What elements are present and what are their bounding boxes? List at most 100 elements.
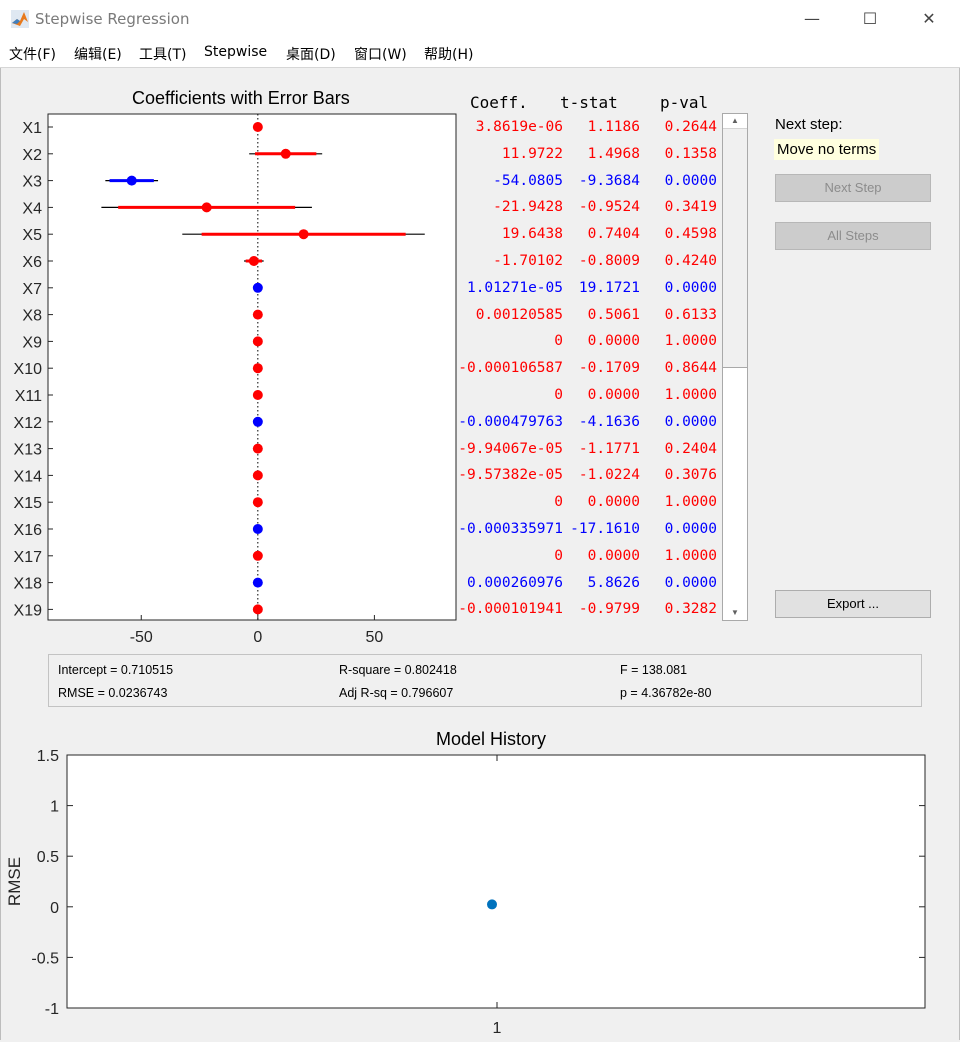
menu-window[interactable]: 窗口(W) <box>354 47 407 63</box>
menu-stepwise[interactable]: Stepwise <box>204 44 268 60</box>
coef-point <box>252 443 263 454</box>
scrollbar-thumb[interactable] <box>723 128 747 368</box>
cell-tstat[interactable]: 5.8626 <box>587 574 640 591</box>
stat-rsquare: R-square = 0.802418 <box>339 663 457 677</box>
cell-pval[interactable]: 0.2644 <box>664 119 717 135</box>
y-tick-label: X14 <box>14 468 43 485</box>
cell-coeff[interactable]: 0 <box>554 547 563 564</box>
cell-coeff[interactable]: -21.9428 <box>493 199 563 216</box>
coef-point <box>252 550 263 561</box>
cell-tstat[interactable]: 0.0000 <box>587 333 640 350</box>
coef-point <box>252 122 263 132</box>
y-tick-label: 1.5 <box>37 748 59 765</box>
cell-tstat[interactable]: 0.0000 <box>587 547 640 564</box>
menu-help[interactable]: 帮助(H) <box>424 47 474 63</box>
cell-tstat[interactable]: 1.4968 <box>587 145 640 162</box>
cell-coeff[interactable]: -0.000106587 <box>458 360 563 377</box>
cell-tstat[interactable]: -9.3684 <box>578 172 640 189</box>
cell-coeff[interactable]: -1.70102 <box>493 253 563 269</box>
menu-desktop[interactable]: 桌面(D) <box>286 47 336 63</box>
cell-coeff[interactable]: 0 <box>554 494 563 511</box>
cell-pval[interactable]: 0.0000 <box>664 413 717 430</box>
y-tick-label: X7 <box>22 281 42 298</box>
y-tick-label: 1 <box>50 799 59 816</box>
maximize-button[interactable]: ☐ <box>862 9 878 28</box>
cell-pval[interactable]: 1.0000 <box>664 333 717 350</box>
cell-coeff[interactable]: -54.0805 <box>493 172 563 189</box>
close-button[interactable]: ✕ <box>922 9 936 28</box>
coef-point <box>252 416 263 427</box>
cell-pval[interactable]: 0.4240 <box>664 253 717 269</box>
cell-pval[interactable]: 1.0000 <box>664 547 717 564</box>
table-scrollbar[interactable]: ▲ ▼ <box>722 113 748 621</box>
cell-pval[interactable]: 0.0000 <box>664 574 717 591</box>
cell-coeff[interactable]: 0.000260976 <box>466 574 563 591</box>
cell-pval[interactable]: 0.6133 <box>664 306 717 323</box>
cell-pval[interactable]: 0.4598 <box>664 226 717 243</box>
cell-tstat[interactable]: -0.9799 <box>578 601 640 618</box>
cell-coeff[interactable]: 11.9722 <box>501 145 563 162</box>
menu-tools[interactable]: 工具(T) <box>139 47 187 63</box>
coef-point <box>252 336 263 347</box>
cell-coeff[interactable]: 0 <box>554 387 563 403</box>
cell-tstat[interactable]: -4.1636 <box>578 413 640 430</box>
cell-pval[interactable]: 0.0000 <box>664 279 717 296</box>
cell-tstat[interactable]: -0.9524 <box>578 199 640 216</box>
cell-pval[interactable]: 1.0000 <box>664 387 717 403</box>
coef-point <box>252 497 263 508</box>
cell-tstat[interactable]: 0.0000 <box>587 494 640 511</box>
cell-tstat[interactable]: 1.1186 <box>587 119 640 135</box>
cell-pval[interactable]: 0.0000 <box>664 172 717 189</box>
cell-tstat[interactable]: 0.7404 <box>587 226 640 243</box>
cell-coeff[interactable]: 3.8619e-06 <box>475 119 563 135</box>
cell-pval[interactable]: 0.3076 <box>664 467 717 484</box>
cell-pval[interactable]: 1.0000 <box>664 494 717 511</box>
y-tick-label: X4 <box>22 200 42 217</box>
coef-point <box>201 202 212 213</box>
history-axes-box <box>66 754 926 1009</box>
coef-plot[interactable]: -50 0 50 X1 X2 X3 X4 X5 X6 X7 X8 X9 X10 X11 X12 X13 X14 X… <box>0 110 470 655</box>
stat-rmse: RMSE = 0.0236743 <box>58 686 168 700</box>
minimize-button[interactable]: — <box>804 9 820 28</box>
x-tick-label: 50 <box>366 629 384 646</box>
cell-tstat[interactable]: 0.0000 <box>587 387 640 403</box>
cell-coeff[interactable]: -0.000101941 <box>458 601 563 618</box>
cell-coeff[interactable]: 1.01271e-05 <box>466 279 563 296</box>
cell-coeff[interactable]: -0.000479763 <box>458 413 563 430</box>
menu-edit[interactable]: 编辑(E) <box>74 47 122 63</box>
y-tick-label: 0 <box>50 900 59 917</box>
header-pval: p-val <box>660 93 709 112</box>
cell-coeff[interactable]: -9.94067e-05 <box>458 440 563 457</box>
cell-coeff[interactable]: 19.6438 <box>501 226 563 243</box>
coef-point <box>126 175 137 186</box>
next-step-button[interactable]: Next Step <box>775 174 931 202</box>
cell-coeff[interactable]: -9.57382e-05 <box>458 467 563 484</box>
cell-tstat[interactable]: 0.5061 <box>587 306 640 323</box>
history-plot[interactable]: 1.5 1 0.5 0 -0.5 -1 1 RMSE <box>0 740 940 1040</box>
cell-coeff[interactable]: 0 <box>554 333 563 350</box>
cell-pval[interactable]: 0.3282 <box>664 601 717 618</box>
cell-coeff[interactable]: 0.00120585 <box>475 306 563 323</box>
cell-coeff[interactable]: -0.000335971 <box>458 521 563 537</box>
scroll-down-arrow-icon[interactable]: ▼ <box>731 608 739 617</box>
cell-pval[interactable]: 0.3419 <box>664 199 717 216</box>
cell-tstat[interactable]: -1.0224 <box>578 467 640 484</box>
cell-tstat[interactable]: -0.1709 <box>578 360 640 377</box>
cell-tstat[interactable]: -0.8009 <box>578 253 640 269</box>
next-step-value: Move no terms <box>774 139 880 160</box>
y-tick-label: X17 <box>14 549 43 566</box>
cell-pval[interactable]: 0.2404 <box>664 440 717 457</box>
cell-pval[interactable]: 0.0000 <box>664 521 717 537</box>
scroll-up-arrow-icon[interactable]: ▲ <box>731 116 739 125</box>
all-steps-button[interactable]: All Steps <box>775 222 931 250</box>
cell-tstat[interactable]: 19.1721 <box>578 279 640 296</box>
cell-tstat[interactable]: -1.1771 <box>578 440 640 457</box>
coef-point <box>252 363 263 374</box>
cell-pval[interactable]: 0.8644 <box>664 360 717 377</box>
cell-pval[interactable]: 0.1358 <box>664 145 717 162</box>
y-tick-label: X16 <box>14 522 43 539</box>
cell-tstat[interactable]: -17.1610 <box>570 521 640 537</box>
coef-point <box>252 282 263 293</box>
menu-file[interactable]: 文件(F) <box>9 47 56 63</box>
export-button[interactable]: Export ... <box>775 590 931 618</box>
